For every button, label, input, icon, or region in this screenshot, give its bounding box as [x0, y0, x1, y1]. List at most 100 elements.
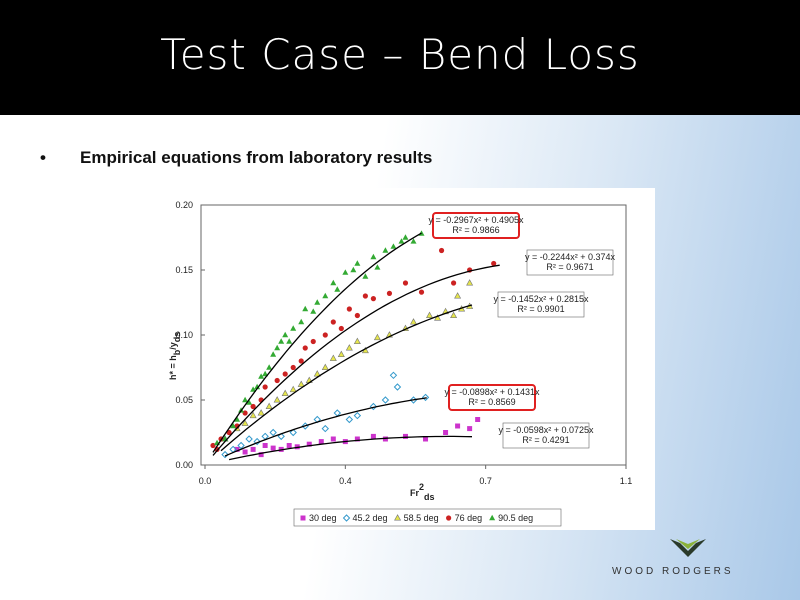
point: [230, 422, 237, 429]
point: [302, 305, 309, 312]
point: [410, 238, 417, 244]
legend-label: 90.5 deg: [498, 513, 533, 523]
equation: y = -0.2244x² + 0.374x: [525, 252, 616, 262]
point: [270, 445, 276, 451]
point: [322, 332, 328, 338]
equation-box: [432, 212, 520, 239]
point: [306, 441, 312, 447]
point: [321, 363, 329, 370]
point: [382, 436, 388, 442]
point: [237, 441, 245, 450]
legend-box: [293, 508, 562, 527]
r-squared: R² = 0.8569: [468, 397, 515, 407]
r-squared: R² = 0.9671: [546, 262, 593, 272]
point: [234, 416, 241, 422]
point: [345, 344, 353, 351]
point: [249, 411, 257, 419]
point: [274, 377, 280, 384]
point: [353, 337, 361, 344]
x-axis-label-part: ds: [424, 492, 435, 502]
point: [242, 449, 248, 455]
slide-title: Test Case – Bend Loss: [160, 30, 640, 79]
point: [402, 280, 409, 286]
point: [382, 247, 389, 253]
point: [390, 243, 397, 249]
y-axis-label: h* = hb/yds: [168, 332, 182, 380]
point: [370, 253, 377, 260]
point: [450, 280, 457, 286]
trend-line: [228, 435, 473, 461]
logo-icon: [670, 539, 706, 557]
point: [250, 403, 256, 410]
x-axis-label-part: 2: [419, 482, 424, 492]
point: [438, 247, 445, 254]
x-tick-label: 1.1: [620, 476, 633, 486]
point: [310, 308, 317, 314]
point: [393, 383, 402, 391]
point: [242, 410, 248, 416]
legend-label: 30 deg: [309, 513, 337, 523]
trend-line: [220, 304, 473, 452]
point: [350, 266, 357, 273]
equation: y = -0.1452x² + 0.2815x: [493, 294, 589, 304]
point: [274, 344, 281, 351]
legend-label: 76 deg: [455, 513, 483, 523]
point: [362, 293, 368, 299]
point: [281, 389, 289, 396]
x-axis-label: Fr2ds: [410, 482, 435, 502]
x-axis-label-part: Fr: [410, 488, 419, 498]
point: [345, 415, 354, 424]
point: [277, 432, 285, 441]
point: [210, 442, 216, 449]
point: [330, 319, 336, 325]
trend-line: [224, 397, 427, 457]
point: [346, 306, 352, 312]
point: [265, 402, 273, 409]
y-tick-label: 0.20: [175, 200, 193, 210]
point: [269, 428, 277, 437]
y-axis-label-part: h* = h: [168, 355, 178, 380]
point: [297, 380, 305, 387]
y-axis-label-part: b: [172, 349, 182, 355]
point: [298, 358, 304, 364]
y-tick-label: 0.10: [175, 330, 193, 340]
r-squared: R² = 0.9866: [452, 225, 499, 235]
point: [354, 260, 361, 266]
point: [298, 318, 305, 325]
point: [322, 292, 329, 299]
point: [455, 423, 461, 429]
trend-line: [212, 232, 422, 453]
legend-marker: [300, 515, 306, 521]
point: [278, 338, 285, 344]
point: [282, 371, 288, 377]
point: [330, 436, 336, 442]
title-bar: [0, 0, 800, 115]
y-axis-label-part: ds: [172, 332, 182, 343]
point: [273, 396, 281, 403]
r-squared: R² = 0.9901: [517, 304, 564, 314]
point: [398, 238, 405, 244]
point: [289, 385, 297, 393]
point: [374, 264, 381, 270]
point: [381, 396, 390, 404]
point: [426, 311, 434, 318]
point: [423, 436, 429, 442]
equation: y = -0.0598x² + 0.0725x: [498, 425, 594, 435]
y-axis-label-part: /y: [168, 342, 178, 350]
point: [338, 325, 344, 332]
point: [402, 433, 408, 439]
bullet: • Empirical equations from laboratory res…: [40, 148, 433, 167]
point: [254, 383, 261, 390]
legend-marker: [489, 514, 496, 521]
point: [342, 269, 349, 275]
y-tick-label: 0.15: [175, 265, 193, 275]
point: [266, 364, 273, 370]
point: [302, 345, 308, 351]
point: [257, 409, 265, 416]
point: [242, 396, 249, 403]
y-tick-label: 0.05: [175, 395, 193, 405]
point: [250, 446, 256, 452]
point: [310, 338, 316, 345]
point: [262, 443, 268, 448]
